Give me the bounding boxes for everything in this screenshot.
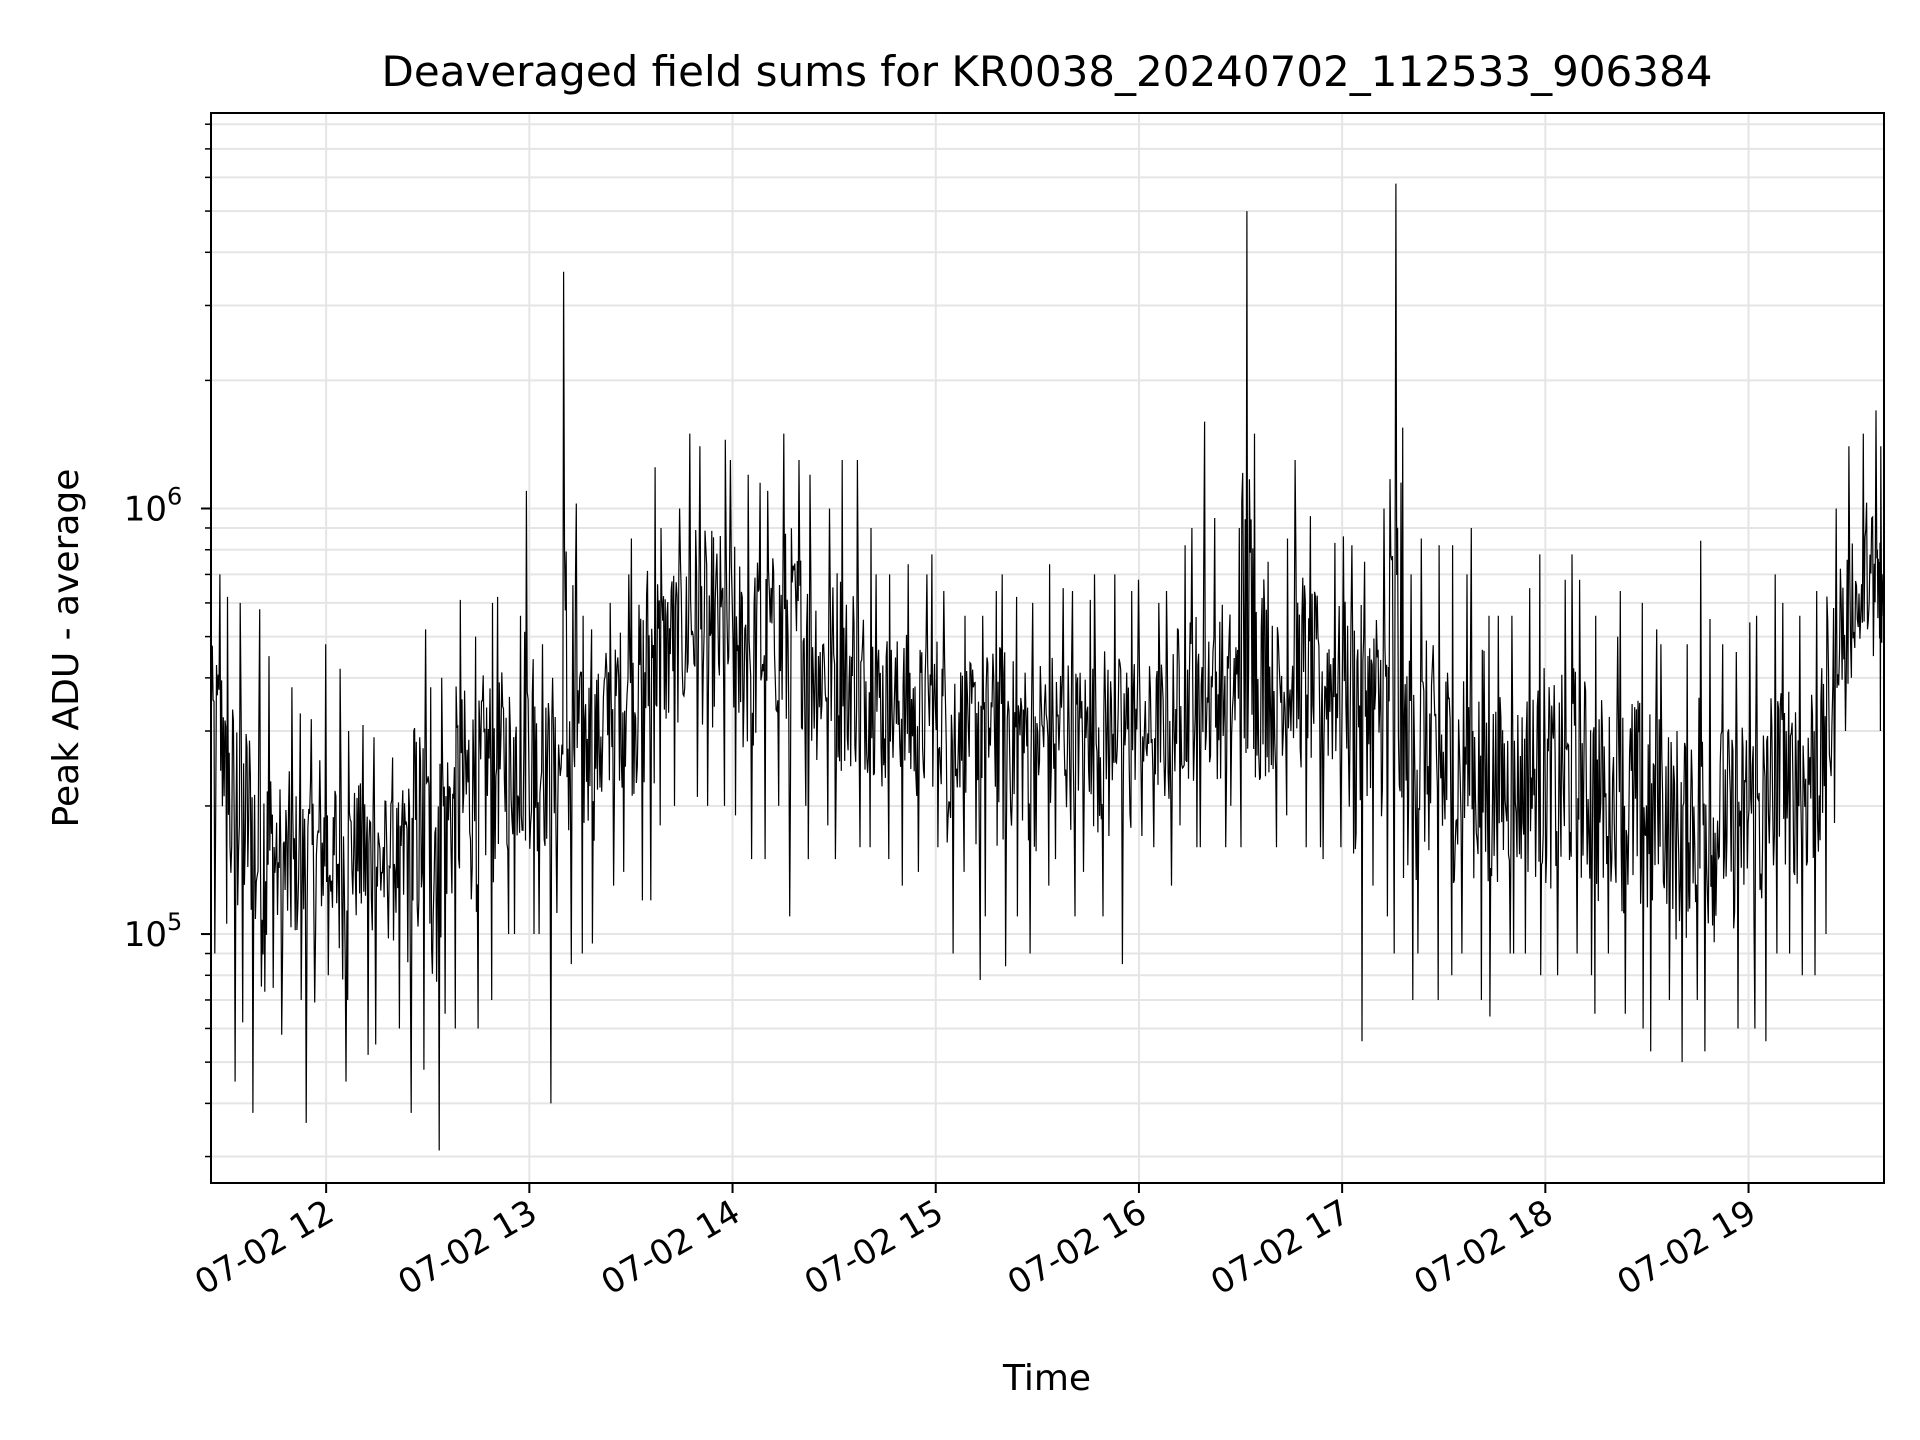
y-tick-label: 10 [124,490,167,530]
y-axis-label: Peak ADU - average [46,469,87,828]
y-tick-exponent: 5 [167,908,182,936]
x-axis-label: Time [1002,1358,1091,1399]
plot-area-frame [210,112,1885,1184]
data-series [210,183,1885,1151]
y-tick-label: 10 [124,915,167,955]
y-tick-exponent: 6 [167,483,182,511]
chart-title: Deaveraged field sums for KR0038_2024070… [382,47,1713,96]
series-line [210,183,1885,1151]
